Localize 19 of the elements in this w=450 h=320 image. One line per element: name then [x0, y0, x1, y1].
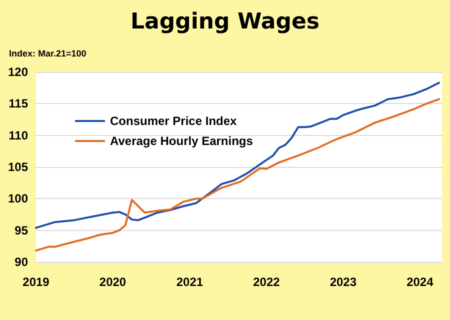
legend-label: Consumer Price Index	[110, 114, 238, 128]
y-tick-label: 115	[8, 96, 28, 111]
chart-subtitle: Index: Mar.21=100	[9, 48, 86, 58]
y-tick-label: 100	[8, 192, 28, 206]
legend-label: Average Hourly Earnings	[110, 134, 254, 148]
chart-title: Lagging Wages	[130, 10, 320, 34]
x-tick-label: 2024	[406, 275, 434, 289]
y-tick-label: 90	[14, 255, 28, 269]
line-series	[35, 98, 440, 252]
line-series	[35, 82, 440, 229]
x-tick-label: 2020	[99, 275, 126, 289]
y-tick-label: 120	[8, 65, 28, 79]
x-tick-label: 2019	[22, 275, 50, 289]
x-tick-label: 2023	[330, 275, 357, 289]
y-tick-label: 110	[8, 128, 28, 142]
x-tick-label: 2021	[176, 275, 204, 289]
y-tick-label: 95	[14, 223, 28, 238]
x-tick-label: 2022	[253, 275, 280, 289]
y-tick-label: 105	[8, 160, 28, 174]
